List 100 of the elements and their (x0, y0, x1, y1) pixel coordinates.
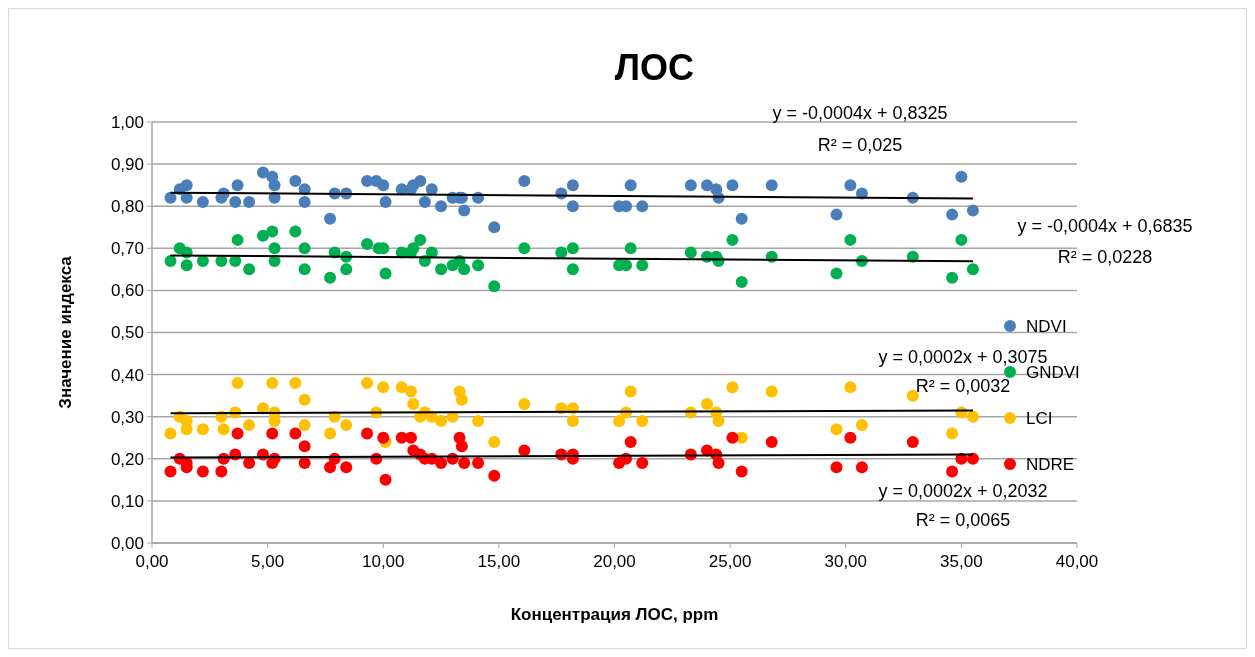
point (966, 204, 979, 217)
point (257, 229, 269, 242)
point (243, 419, 256, 432)
point (488, 435, 501, 448)
legend-label: LCI (1026, 408, 1053, 428)
point (684, 179, 697, 192)
point (455, 393, 468, 406)
point (735, 212, 748, 225)
point (298, 242, 311, 255)
point (298, 195, 311, 208)
legend-label: NDVI (1026, 316, 1067, 336)
point (298, 393, 311, 406)
point (518, 242, 531, 255)
y-tick-label: 0,40 (110, 365, 144, 385)
point (636, 457, 649, 470)
point (361, 377, 374, 390)
y-tick-label: 1,00 (110, 112, 144, 132)
point (266, 377, 279, 390)
point (518, 444, 531, 457)
legend-label: NDRE (1026, 454, 1075, 474)
y-tick-label: 0,30 (110, 407, 144, 427)
point (324, 212, 337, 225)
point (414, 233, 427, 246)
point (726, 431, 739, 444)
point (966, 263, 979, 276)
point (726, 179, 739, 192)
point (289, 225, 302, 238)
point (395, 381, 408, 394)
point (955, 233, 968, 246)
point (946, 427, 959, 440)
point (906, 389, 919, 402)
point (566, 414, 579, 427)
point (196, 195, 209, 208)
point (405, 385, 417, 398)
point (472, 414, 485, 427)
point (266, 225, 279, 238)
point (298, 263, 311, 276)
point (472, 259, 485, 272)
y-tick-label: 0,80 (110, 197, 144, 217)
point (298, 440, 311, 453)
x-tick-label: 40,00 (1055, 552, 1099, 571)
point (196, 423, 209, 436)
point (231, 233, 244, 246)
y-tick-label: 0,00 (110, 533, 144, 553)
point (231, 427, 244, 440)
point (566, 200, 579, 213)
point (946, 208, 959, 221)
point (414, 174, 427, 187)
point (844, 233, 857, 246)
point (324, 427, 337, 440)
point (726, 233, 739, 246)
point (340, 461, 353, 474)
point (405, 431, 417, 444)
point (231, 179, 244, 192)
point (455, 440, 468, 453)
point (624, 242, 637, 255)
x-tick-label: 10,00 (361, 552, 405, 571)
point (340, 419, 353, 432)
point (289, 377, 302, 390)
point (855, 461, 868, 474)
point (712, 457, 725, 470)
point (712, 414, 725, 427)
x-tick-label: 5,00 (251, 552, 285, 571)
point (830, 208, 843, 221)
point (701, 398, 713, 411)
point (566, 179, 579, 192)
point (518, 174, 531, 187)
point (955, 170, 968, 183)
point (636, 414, 649, 427)
point (425, 183, 438, 196)
point (298, 457, 311, 470)
point (624, 179, 637, 192)
point (855, 419, 868, 432)
y-tick-label: 0,10 (110, 491, 144, 511)
point (830, 267, 843, 280)
point (735, 275, 748, 288)
point (379, 473, 392, 486)
chart-title: ЛОС (614, 47, 695, 88)
point (435, 457, 448, 470)
x-tick-label: 20,00 (593, 552, 636, 571)
point (243, 457, 256, 470)
annotation: R² = 0,0228 (1057, 247, 1153, 268)
point (458, 263, 471, 276)
x-axis-title: Концентрация ЛОС, ppm (510, 605, 719, 624)
point (765, 435, 778, 448)
point (765, 179, 778, 192)
x-tick-label: 25,00 (708, 552, 752, 571)
point (830, 423, 843, 436)
point (566, 242, 579, 255)
point (324, 271, 337, 284)
point (418, 195, 431, 208)
point (289, 427, 302, 440)
point (566, 263, 579, 276)
point (844, 179, 857, 192)
y-tick-label: 0,20 (110, 449, 144, 469)
point (636, 259, 649, 272)
x-tick-label: 35,00 (940, 552, 983, 571)
point (164, 254, 177, 267)
point (830, 461, 843, 474)
point (215, 465, 228, 478)
